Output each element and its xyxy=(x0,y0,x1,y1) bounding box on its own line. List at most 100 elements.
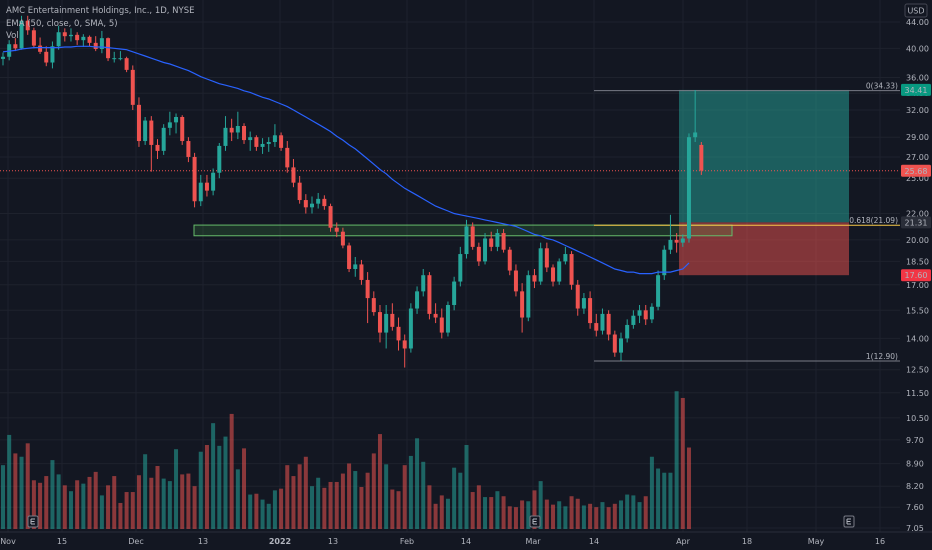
candle-body xyxy=(186,141,191,157)
candle-body xyxy=(649,306,654,320)
earnings-event-icon[interactable] xyxy=(27,515,39,528)
volume-bar xyxy=(167,481,172,529)
time-tick-label: 2022 xyxy=(269,537,291,546)
candle-body xyxy=(136,104,141,142)
time-axis-background xyxy=(0,532,932,550)
candle-body xyxy=(557,261,562,282)
candle-body xyxy=(359,264,364,280)
volume-bar xyxy=(254,493,259,529)
time-tick-label: May xyxy=(808,537,825,546)
volume-bar xyxy=(458,472,463,529)
candle-body xyxy=(174,116,179,123)
candle-body xyxy=(427,275,432,314)
price-tick-label: 14.00 xyxy=(906,334,929,343)
volume-bar xyxy=(581,505,586,529)
volume-bar xyxy=(310,486,314,529)
volume-bar xyxy=(44,476,49,529)
candle-body xyxy=(470,226,475,247)
volume-bar xyxy=(38,482,43,529)
candle-body xyxy=(538,248,543,282)
candle-body xyxy=(285,147,290,168)
volume-bar xyxy=(19,456,24,529)
volume-bar xyxy=(180,474,185,529)
price-label-top-tag xyxy=(901,83,931,96)
volume-bar xyxy=(198,451,203,529)
volume-bar xyxy=(192,486,197,529)
candle-body xyxy=(31,30,36,46)
candle-body xyxy=(50,46,55,63)
volume-bar xyxy=(631,495,636,529)
price-tick-label: 36.00 xyxy=(906,73,929,82)
volume-bar xyxy=(433,503,438,529)
volume-bar xyxy=(668,472,673,529)
candle-body xyxy=(130,69,135,105)
candle-body xyxy=(143,120,148,142)
volume-bar xyxy=(371,453,376,529)
candle-body xyxy=(600,313,605,331)
volume-bar xyxy=(384,464,389,529)
candle-body xyxy=(384,313,389,333)
volume-bar xyxy=(260,499,265,529)
currency-button[interactable]: USD xyxy=(904,3,928,18)
earnings-event-icon[interactable] xyxy=(843,515,855,528)
volume-bar xyxy=(575,498,580,529)
volume-bar xyxy=(143,454,148,529)
volume-bar xyxy=(476,485,481,529)
candle-body xyxy=(223,127,228,146)
time-tick-label: Apr xyxy=(676,537,691,546)
volume-bar xyxy=(390,489,395,529)
volume-bar xyxy=(328,481,333,529)
volume-bar xyxy=(612,503,617,529)
ema-indicator-label[interactable]: EMA (50, close, 0, SMA, 5) xyxy=(6,18,118,29)
volume-bar xyxy=(520,500,525,529)
price-axis: 44.0040.0036.0034.0032.0029.0027.0025.00… xyxy=(900,0,932,550)
volume-bar xyxy=(365,472,370,529)
candle-body xyxy=(310,203,314,208)
volume-bar xyxy=(242,448,247,529)
time-tick-label: Nov xyxy=(0,537,16,546)
candle-body xyxy=(260,143,265,147)
currency-button-label: USD xyxy=(907,7,924,16)
price-label-current-tag xyxy=(901,164,931,177)
volume-bar xyxy=(297,464,302,529)
candle-body xyxy=(211,172,216,191)
price-label-stop-tag xyxy=(901,269,931,282)
volume-bar xyxy=(124,492,129,529)
volume-bars xyxy=(1,391,691,529)
candle-body xyxy=(81,36,86,41)
ema-line xyxy=(2,45,690,275)
candle-body xyxy=(371,298,376,313)
position-profit-zone xyxy=(679,89,849,223)
volume-bar xyxy=(619,500,623,529)
candle-body xyxy=(507,249,512,271)
volume-bar xyxy=(316,477,321,529)
candle-body xyxy=(322,198,327,207)
volume-indicator-label[interactable]: Vol xyxy=(6,31,19,41)
candle-body xyxy=(513,270,518,292)
candle-body xyxy=(1,56,5,59)
volume-bar xyxy=(415,438,420,529)
candle-body xyxy=(588,298,593,324)
volume-bar xyxy=(223,436,228,529)
price-tick-label: 10.50 xyxy=(906,414,929,423)
candle-body xyxy=(680,238,685,243)
candle-body xyxy=(93,42,98,50)
time-tick-label: Dec xyxy=(128,537,143,546)
volume-bar xyxy=(174,449,179,529)
candle-body xyxy=(693,132,698,138)
candle-body xyxy=(7,44,12,57)
candle-body xyxy=(544,248,549,268)
volume-bar xyxy=(279,488,284,529)
earnings-event-icon[interactable] xyxy=(529,515,541,528)
candle-body xyxy=(180,116,185,142)
volume-bar xyxy=(526,501,531,529)
price-tick-label: 27.00 xyxy=(906,153,929,162)
volume-bar xyxy=(513,507,518,529)
candle-body xyxy=(62,32,67,37)
candle-body xyxy=(229,127,234,133)
time-tick-label: Mar xyxy=(525,537,541,546)
price-tick-label: 22.00 xyxy=(906,210,929,219)
volume-bar xyxy=(99,495,104,529)
candle-body xyxy=(606,313,611,335)
